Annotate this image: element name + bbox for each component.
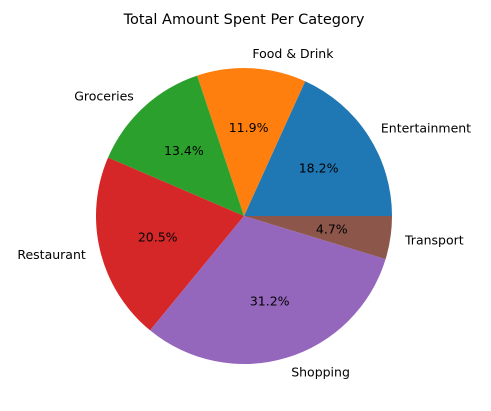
pct-label-food-and-drink: 11.9% bbox=[229, 120, 269, 135]
pie-slice-groceries bbox=[108, 75, 244, 217]
slice-label-shopping: Shopping bbox=[291, 364, 350, 379]
pct-label-groceries: 13.4% bbox=[164, 143, 204, 158]
pie-slice-food-and-drink bbox=[197, 67, 306, 216]
pie-slice-entertainment bbox=[244, 81, 392, 216]
slice-label-food-and-drink: Food & Drink bbox=[252, 46, 334, 61]
pct-label-restaurant: 20.5% bbox=[138, 230, 178, 245]
slice-label-transport: Transport bbox=[404, 233, 464, 248]
pct-label-entertainment: 18.2% bbox=[299, 160, 339, 175]
slice-label-restaurant: Restaurant bbox=[17, 247, 86, 262]
pct-label-transport: 4.7% bbox=[316, 222, 348, 237]
pie-labels: Entertainment 18.2% Food & Drink 11.9% Groce… bbox=[17, 46, 471, 379]
pie-slice-restaurant bbox=[95, 157, 244, 331]
slice-label-entertainment: Entertainment bbox=[381, 120, 471, 135]
pie-slice-transport bbox=[244, 216, 392, 260]
pct-label-shopping: 31.2% bbox=[250, 294, 290, 309]
pie-slices bbox=[95, 67, 392, 364]
chart-title: Total Amount Spent Per Category bbox=[123, 12, 365, 28]
slice-label-groceries: Groceries bbox=[74, 89, 134, 104]
pie-slice-shopping bbox=[150, 216, 386, 364]
